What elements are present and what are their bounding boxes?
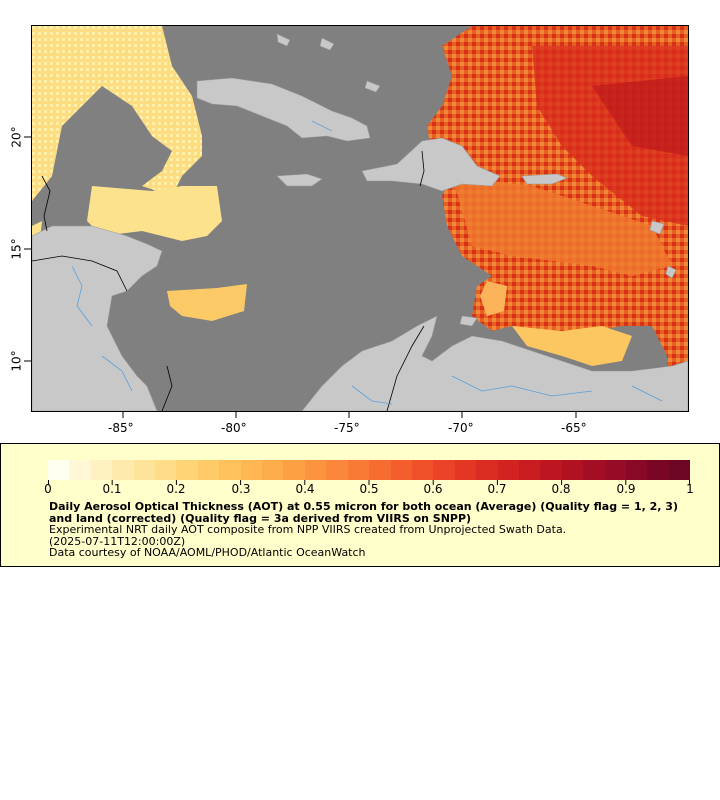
rivers (71, 120, 663, 405)
legend-description: Experimental NRT daily AOT composite fro… (49, 523, 567, 536)
colorbar-tick-label: 0.1 (102, 482, 122, 496)
map-panel[interactable] (31, 25, 689, 412)
colorbar-tick-label: 0.4 (295, 482, 315, 496)
colorbar-tick-label: 0.6 (423, 482, 443, 496)
colorbar-tick-label: 0.3 (231, 482, 251, 496)
x-tick-label: -75° (334, 421, 360, 435)
legend-panel: 0 0.1 0.2 0.3 0.4 0.5 0.6 0.7 0.8 0.9 1 … (0, 443, 720, 567)
x-tick-label: -70° (448, 421, 474, 435)
legend-credit: Data courtesy of NOAA/AOML/PHOD/Atlantic… (49, 546, 366, 559)
colorbar-tick-label: 0.2 (166, 482, 186, 496)
colorbar-tick-label: 0.9 (616, 482, 636, 496)
colorbar (48, 460, 691, 480)
south-america-landmass (301, 315, 688, 411)
y-axis-ticks (24, 136, 32, 362)
colorbar-tick-label: 0 (44, 482, 52, 496)
x-tick-label: -65° (561, 421, 587, 435)
land-masses (32, 33, 688, 411)
legend-title: Daily Aerosol Optical Thickness (AOT) at… (49, 500, 678, 525)
colorbar-tick-label: 0.7 (487, 482, 507, 496)
y-tick-label: 10° (9, 350, 24, 372)
legend-text: Daily Aerosol Optical Thickness (AOT) at… (49, 501, 689, 559)
aot-high-field-east (427, 26, 688, 411)
colorbar-tick-label: 0.5 (359, 482, 379, 496)
hispaniola-landmass (361, 137, 501, 192)
y-tick-label: 15° (9, 238, 24, 260)
y-tick-label: 20° (9, 126, 24, 148)
cuba-landmass (196, 77, 371, 142)
x-tick-label: -80° (221, 421, 247, 435)
colorbar-ticks (48, 480, 690, 485)
jamaica-landmass (276, 173, 323, 187)
x-axis-ticks (122, 411, 577, 418)
legend-timestamp: (2025-07-11T12:00:00Z) (49, 534, 186, 548)
colorbar-tick-label: 1 (686, 482, 694, 496)
puerto-rico-landmass (521, 173, 568, 185)
country-borders (32, 150, 425, 411)
aot-map (32, 26, 688, 411)
colorbar-tick-label: 0.8 (551, 482, 571, 496)
x-tick-label: -85° (108, 421, 134, 435)
central-america-landmass (32, 225, 163, 411)
